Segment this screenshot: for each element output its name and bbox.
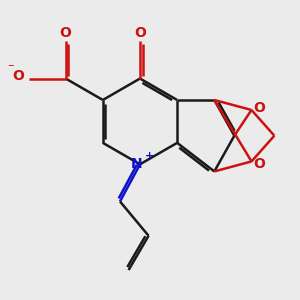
Text: O: O	[134, 26, 146, 40]
Text: O: O	[12, 69, 24, 83]
Text: O: O	[254, 157, 266, 171]
Text: O: O	[60, 26, 72, 40]
Text: +: +	[145, 151, 154, 161]
Text: ⁻: ⁻	[8, 62, 14, 75]
Text: N: N	[131, 157, 142, 171]
Text: O: O	[254, 101, 266, 115]
